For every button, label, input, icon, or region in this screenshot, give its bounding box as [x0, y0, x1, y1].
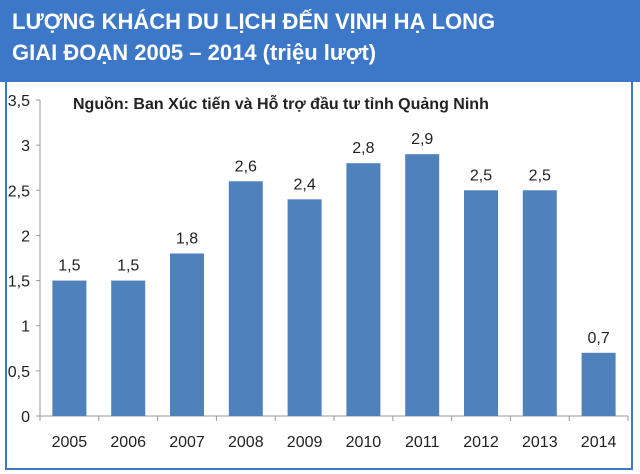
y-tick-label: 2	[21, 228, 30, 245]
y-tick-label: 3,5	[8, 93, 30, 110]
x-tick-label: 2010	[346, 434, 382, 451]
source-note: Nguồn: Ban Xúc tiến và Hỗ trợ đầu tư tỉn…	[73, 94, 489, 113]
x-tick-label: 2006	[110, 434, 146, 451]
x-tick-label: 2014	[581, 434, 617, 451]
x-tick-label: 2012	[463, 434, 499, 451]
plot-border	[5, 82, 633, 470]
bar-value-label: 1,5	[58, 258, 80, 275]
x-tick-label: 2005	[52, 434, 88, 451]
x-tick-label: 2009	[287, 434, 323, 451]
x-tick-label: 2013	[522, 434, 558, 451]
y-tick-label: 1	[21, 319, 30, 336]
bar	[405, 154, 440, 416]
bar	[522, 190, 557, 416]
bar-value-label: 2,4	[293, 176, 315, 193]
bar	[464, 190, 498, 416]
bar	[346, 163, 381, 416]
y-tick-label: 1,5	[8, 274, 30, 291]
bar	[228, 181, 263, 416]
bar-value-label: 1,5	[117, 258, 139, 275]
y-tick-label: 0	[21, 409, 30, 426]
chart-subtitle: GIAI ĐOẠN 2005 – 2014 (triệu lượt)	[12, 40, 377, 65]
bar-value-label: 0,7	[587, 330, 609, 347]
bar	[170, 253, 204, 416]
x-tick-label: 2011	[405, 434, 440, 451]
x-tick-label: 2007	[169, 434, 205, 451]
x-tick-label: 2008	[228, 434, 264, 451]
bar-value-label: 2,6	[235, 158, 257, 175]
bar	[52, 280, 87, 416]
title-banner: LƯỢNG KHÁCH DU LỊCH ĐẾN VỊNH HẠ LONG GIA…	[0, 0, 640, 82]
y-tick-label: 0,5	[8, 364, 30, 381]
y-tick-label: 2,5	[8, 183, 30, 200]
bar	[287, 199, 322, 416]
bar-value-label: 2,8	[352, 140, 374, 157]
chart-title: LƯỢNG KHÁCH DU LỊCH ĐẾN VỊNH HẠ LONG	[12, 9, 496, 34]
bar	[581, 352, 616, 416]
bar-value-label: 2,9	[411, 131, 433, 148]
bar	[111, 280, 146, 416]
y-tick-label: 3	[21, 138, 30, 155]
bar-value-label: 1,8	[176, 230, 198, 247]
bar-value-label: 2,5	[470, 167, 492, 184]
bar-value-label: 2,5	[529, 167, 551, 184]
